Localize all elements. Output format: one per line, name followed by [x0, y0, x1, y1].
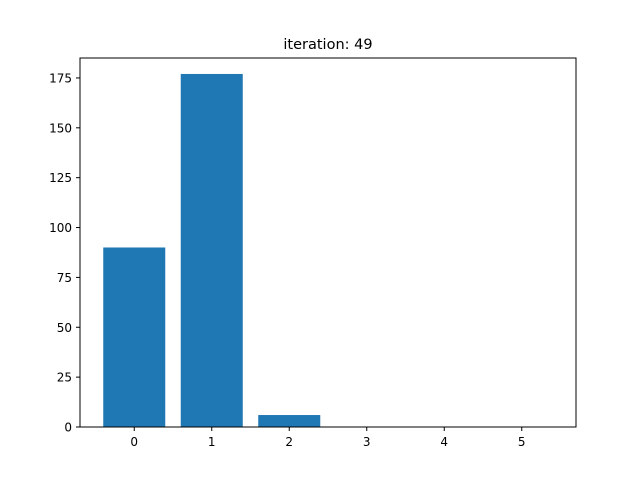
x-tick-label: 4 — [440, 435, 448, 449]
x-tick-label: 5 — [518, 435, 526, 449]
y-tick-label: 50 — [57, 321, 72, 335]
bar-2 — [258, 415, 321, 427]
bars-group — [103, 73, 321, 427]
y-tick-label: 75 — [57, 271, 72, 285]
x-tick-label: 1 — [208, 435, 216, 449]
x-tick-label: 2 — [285, 435, 293, 449]
bar-1 — [180, 73, 243, 427]
y-tick-label: 0 — [64, 421, 72, 435]
chart-title: iteration: 49 — [283, 37, 372, 53]
y-tick-label: 125 — [49, 171, 72, 185]
y-tick-label: 100 — [49, 221, 72, 235]
y-tick-label: 150 — [49, 121, 72, 135]
bar-0 — [103, 247, 166, 427]
x-axis: 0 1 2 3 4 5 — [130, 427, 526, 449]
plot-frame — [79, 57, 577, 428]
x-tick-label: 0 — [130, 435, 138, 449]
y-axis: 0 25 50 75 100 125 150 175 — [49, 71, 80, 435]
x-tick-label: 3 — [363, 435, 371, 449]
y-tick-label: 25 — [57, 371, 72, 385]
y-tick-label: 175 — [49, 71, 72, 85]
